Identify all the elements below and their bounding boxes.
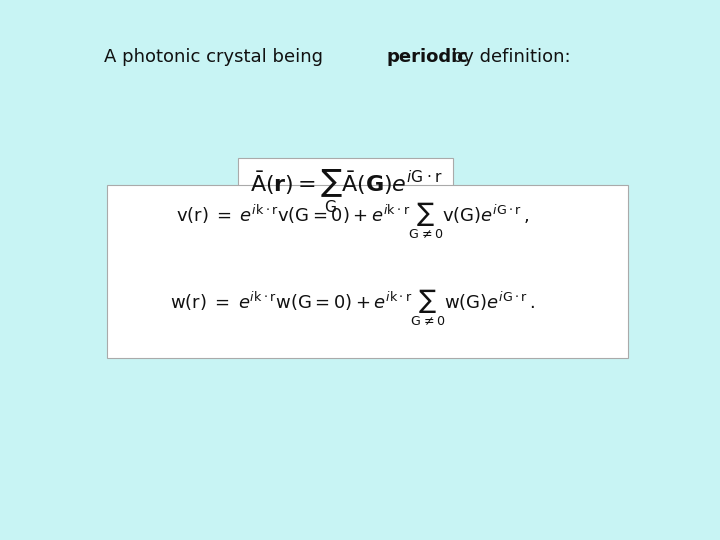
Text: A photonic crystal being: A photonic crystal being <box>104 48 329 66</box>
Text: $\mathrm{v}(\mathrm{r})\; =\; e^{i\mathrm{k}\cdot \mathrm{r}}\mathrm{v}(\mathrm{: $\mathrm{v}(\mathrm{r})\; =\; e^{i\mathr… <box>176 200 529 241</box>
Text: periodic: periodic <box>387 48 469 66</box>
FancyBboxPatch shape <box>107 185 629 358</box>
Text: $\bar{\mathrm{A}}(\mathbf{r}) = \sum_{\mathrm{G}} \bar{\mathrm{A}}(\mathbf{G})e^: $\bar{\mathrm{A}}(\mathbf{r}) = \sum_{\m… <box>251 168 443 215</box>
FancyBboxPatch shape <box>238 158 453 231</box>
Text: $\mathrm{w}(\mathrm{r})\; =\; e^{i\mathrm{k}\cdot \mathrm{r}}\mathrm{w}(\mathrm{: $\mathrm{w}(\mathrm{r})\; =\; e^{i\mathr… <box>170 288 535 328</box>
Text: by definition:: by definition: <box>446 48 571 66</box>
